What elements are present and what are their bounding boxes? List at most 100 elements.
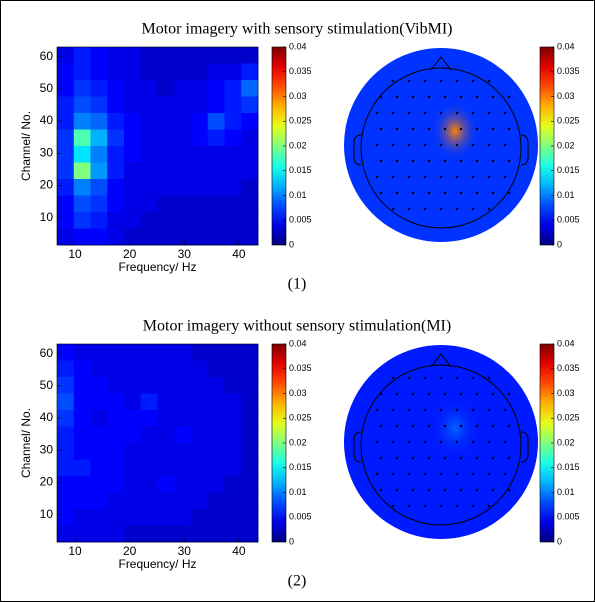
heat-cell: [224, 443, 242, 460]
heat-cell: [207, 146, 225, 163]
colorbar-tick-label: 0.01: [557, 487, 575, 497]
heat-cell: [157, 459, 175, 477]
heat-cell: [191, 344, 209, 361]
heat-cell: [73, 228, 91, 246]
electrode: [443, 424, 447, 428]
heat-cell: [191, 212, 209, 229]
heat-cell: [241, 63, 259, 81]
head: [360, 67, 522, 229]
heat-cell: [157, 162, 175, 180]
heat-cell: [241, 113, 259, 130]
heat-cell: [241, 179, 259, 196]
heat-cell: [140, 63, 158, 81]
heat-cell: [90, 129, 108, 147]
electrode: [439, 376, 443, 380]
heat-cell: [73, 344, 91, 361]
electrode: [375, 143, 379, 147]
panel-caption: (1): [288, 276, 307, 293]
colorbar-tick-label: 0.005: [289, 512, 312, 522]
heat-cell: [207, 377, 225, 394]
electrode: [379, 488, 383, 492]
electrode: [423, 143, 427, 147]
electrode: [427, 488, 431, 492]
heat-cell: [90, 179, 108, 196]
electrode: [395, 127, 399, 131]
heat-cell: [90, 426, 108, 444]
heat-cell: [157, 179, 175, 196]
heat-cell: [157, 476, 175, 493]
electrode: [507, 456, 511, 460]
electrode: [443, 191, 447, 195]
electrode: [395, 424, 399, 428]
heat-cell: [57, 212, 75, 229]
heat-cell: [174, 377, 192, 394]
electrode: [471, 175, 475, 179]
heat-cell: [191, 96, 209, 114]
heat-cell: [107, 195, 125, 213]
heat-cell: [73, 179, 91, 196]
heat-cell: [57, 162, 75, 180]
heat-cell: [124, 525, 142, 543]
heat-cell: [224, 525, 242, 543]
heat-cell: [140, 344, 158, 361]
heat-cell: [174, 476, 192, 493]
electrode: [443, 456, 447, 460]
colorbar-tick-label: 0.04: [557, 338, 575, 348]
heat-cell: [73, 525, 91, 543]
heat-cell: [90, 113, 108, 130]
colorbar-tick-label: 0.015: [557, 462, 580, 472]
electrode: [487, 175, 491, 179]
heat-cell: [57, 393, 75, 411]
heat-cell: [174, 179, 192, 196]
heat-cell: [107, 129, 125, 147]
heat-cell: [241, 146, 259, 163]
heat-cell: [124, 459, 142, 477]
heat-cell: [241, 162, 259, 180]
heat-cell: [73, 195, 91, 213]
heat-cell: [157, 509, 175, 526]
heat-cell: [107, 393, 125, 411]
electrode: [471, 207, 475, 211]
heat-cell: [157, 47, 175, 64]
electrode: [491, 392, 495, 396]
heat-cell: [191, 113, 209, 130]
heat-cell: [140, 410, 158, 427]
electrode: [471, 440, 475, 444]
electrode: [423, 207, 427, 211]
heat-cell: [241, 377, 259, 394]
x-tick-label: 20: [123, 544, 137, 558]
electrode: [391, 472, 395, 476]
electrode: [395, 191, 399, 195]
electrode: [455, 111, 459, 115]
heat-cell: [140, 80, 158, 97]
electrode: [427, 127, 431, 131]
heat-cell: [241, 476, 259, 493]
heat-cell: [157, 443, 175, 460]
heat-cell: [124, 80, 142, 97]
heat-cell: [140, 228, 158, 246]
y-tick-label: 10: [40, 210, 54, 224]
activation-peak: [431, 398, 479, 458]
heat-cell: [224, 476, 242, 493]
heat-cell: [57, 525, 75, 543]
colorbar-tick-label: 0.025: [289, 116, 312, 126]
heat-cell: [207, 162, 225, 180]
heat-cell: [73, 509, 91, 526]
electrode: [503, 111, 507, 115]
heat-cell: [174, 492, 192, 510]
heat-cell: [241, 410, 259, 427]
heat-cell: [191, 476, 209, 493]
y-tick-label: 20: [40, 475, 54, 489]
heat-cell: [191, 443, 209, 460]
heat-cell: [224, 344, 242, 361]
heat-cell: [174, 80, 192, 97]
electrode: [487, 376, 491, 380]
electrode: [439, 440, 443, 444]
colorbar-tick-label: 0.015: [289, 462, 312, 472]
heat-cell: [107, 63, 125, 81]
heat-cell: [57, 492, 75, 510]
heat-cell: [224, 179, 242, 196]
heat-cell: [207, 525, 225, 543]
electrode: [407, 504, 411, 508]
heat-cell: [174, 63, 192, 81]
